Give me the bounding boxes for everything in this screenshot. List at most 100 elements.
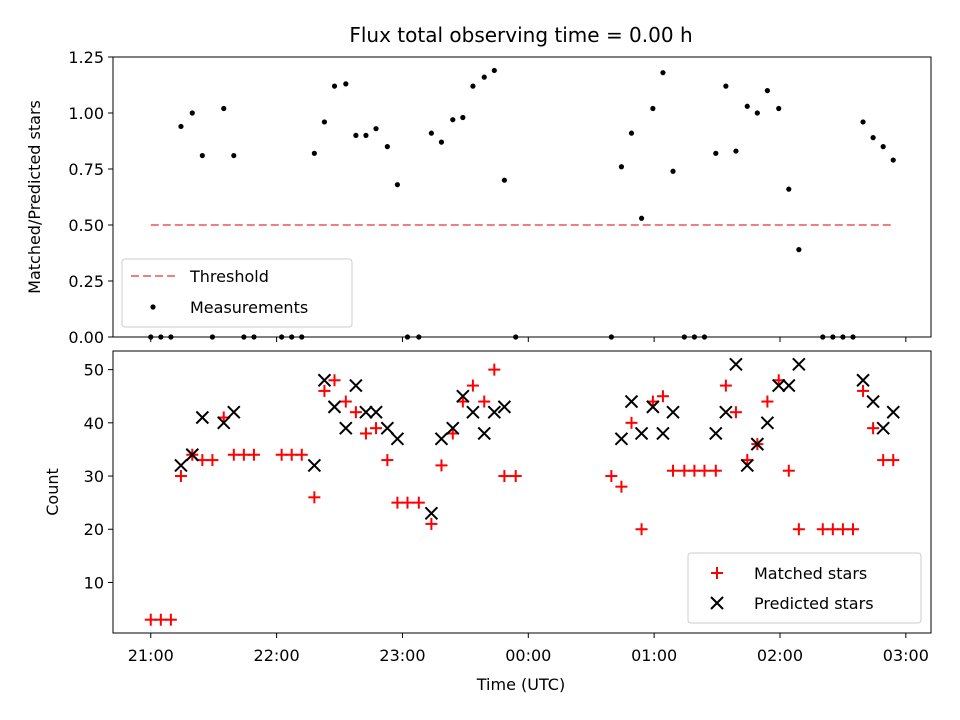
matched-point [857, 384, 870, 397]
predicted-point [217, 416, 231, 430]
measurement-point [460, 114, 466, 121]
predicted-point [866, 394, 880, 409]
measurement-point [199, 152, 205, 159]
matched-point [466, 379, 479, 392]
matched-point [328, 374, 341, 387]
measurement-point [231, 152, 237, 159]
bottom-y-tick-label: 10 [84, 573, 104, 592]
bottom-x-tick-label: 00:00 [505, 646, 551, 665]
bottom-legend: Matched stars Predicted stars [687, 552, 922, 624]
predicted-point [327, 400, 342, 414]
predicted-point [446, 421, 460, 435]
measurement-point [438, 139, 445, 145]
measurement-point [481, 74, 487, 80]
matched-point [887, 454, 900, 467]
measurement-point [650, 105, 656, 112]
predicted-point [646, 400, 660, 414]
predicted-point [477, 426, 491, 441]
bottom-y-tick-label: 50 [84, 361, 104, 380]
bottom-x-tick-label: 23:00 [379, 646, 425, 665]
measurement-point [890, 157, 896, 163]
predicted-point [390, 432, 405, 446]
predicted-point [709, 426, 723, 441]
predicted-point [174, 458, 188, 473]
legend-predicted-label: Predicted stars [754, 594, 874, 613]
matched-point [836, 523, 849, 536]
legend-matched-swatch [711, 567, 723, 579]
matched-point [729, 406, 742, 419]
predicted-point [227, 405, 241, 419]
matched-point [688, 464, 701, 477]
matched-point [867, 422, 880, 435]
measurement-point [870, 135, 876, 141]
predicted-point [666, 405, 680, 419]
legend-matched-label: Matched stars [754, 564, 867, 583]
measurement-point [450, 117, 456, 123]
matched-point [877, 454, 890, 467]
predicted-point [349, 378, 363, 393]
predicted-point [624, 394, 639, 409]
matched-point [846, 523, 859, 536]
measurement-point [501, 177, 507, 183]
measurement-point [638, 215, 645, 221]
matched-point [227, 448, 240, 461]
matched-point [318, 384, 331, 397]
legend-threshold-label: Threshold [189, 267, 269, 286]
predicted-point [487, 405, 502, 419]
matched-point [656, 390, 669, 403]
bottom-y-tick-label: 40 [84, 414, 104, 433]
matched-point [678, 464, 691, 477]
matched-point [792, 523, 805, 536]
top-legend: Threshold Measurements [121, 258, 353, 328]
bottom-x-tick-label: 02:00 [757, 646, 803, 665]
predicted-point [185, 448, 199, 462]
predicted-point [772, 378, 786, 393]
measurement-point [723, 83, 729, 89]
predicted-point [750, 437, 765, 451]
measurement-point [178, 123, 184, 130]
predicted-point [339, 421, 353, 435]
predicted-point [307, 458, 322, 473]
measurement-point [670, 168, 676, 174]
matched-point [498, 470, 511, 483]
predicted-point [792, 357, 806, 372]
measurement-point [470, 83, 476, 89]
matched-point [478, 395, 491, 408]
measurement-point [764, 88, 771, 94]
measurement-point [343, 81, 349, 87]
measurement-point [311, 150, 317, 156]
bottom-plot-frame [112, 350, 932, 634]
top-ylabel: Matched/Predicted stars [25, 100, 44, 294]
predicted-point [856, 373, 870, 387]
matched-point [605, 470, 618, 483]
measurement-point [384, 144, 390, 150]
matched-point [719, 379, 732, 392]
bottom-x-tick-label: 22:00 [254, 646, 300, 665]
matched-point [349, 406, 362, 419]
predicted-point [656, 426, 670, 441]
matched-point [401, 496, 414, 509]
predicted-point [434, 432, 449, 446]
legend-measurements-swatch [150, 304, 156, 310]
measurement-point [321, 119, 328, 125]
predicted-point [195, 410, 210, 425]
measurement-point [353, 132, 359, 138]
bottom-x-tick-label: 01:00 [631, 646, 677, 665]
measurement-point [776, 105, 782, 112]
bottom-x-tick-label: 03:00 [883, 646, 929, 665]
top-y-tick-label: 0.75 [68, 160, 104, 179]
predicted-point [729, 357, 743, 372]
matched-point [709, 464, 722, 477]
matched-point [761, 395, 774, 408]
matched-point [154, 613, 167, 626]
top-x-ticks [150, 337, 907, 342]
measurement-point [363, 132, 369, 138]
measurement-point [713, 150, 719, 156]
predicted-point [456, 389, 470, 403]
top-y-tick-label: 1.00 [68, 104, 104, 123]
matched-point [359, 427, 372, 440]
measurement-point [733, 148, 739, 154]
matched-point [206, 454, 219, 467]
measurement-point [660, 70, 666, 76]
measurement-point [373, 126, 379, 132]
